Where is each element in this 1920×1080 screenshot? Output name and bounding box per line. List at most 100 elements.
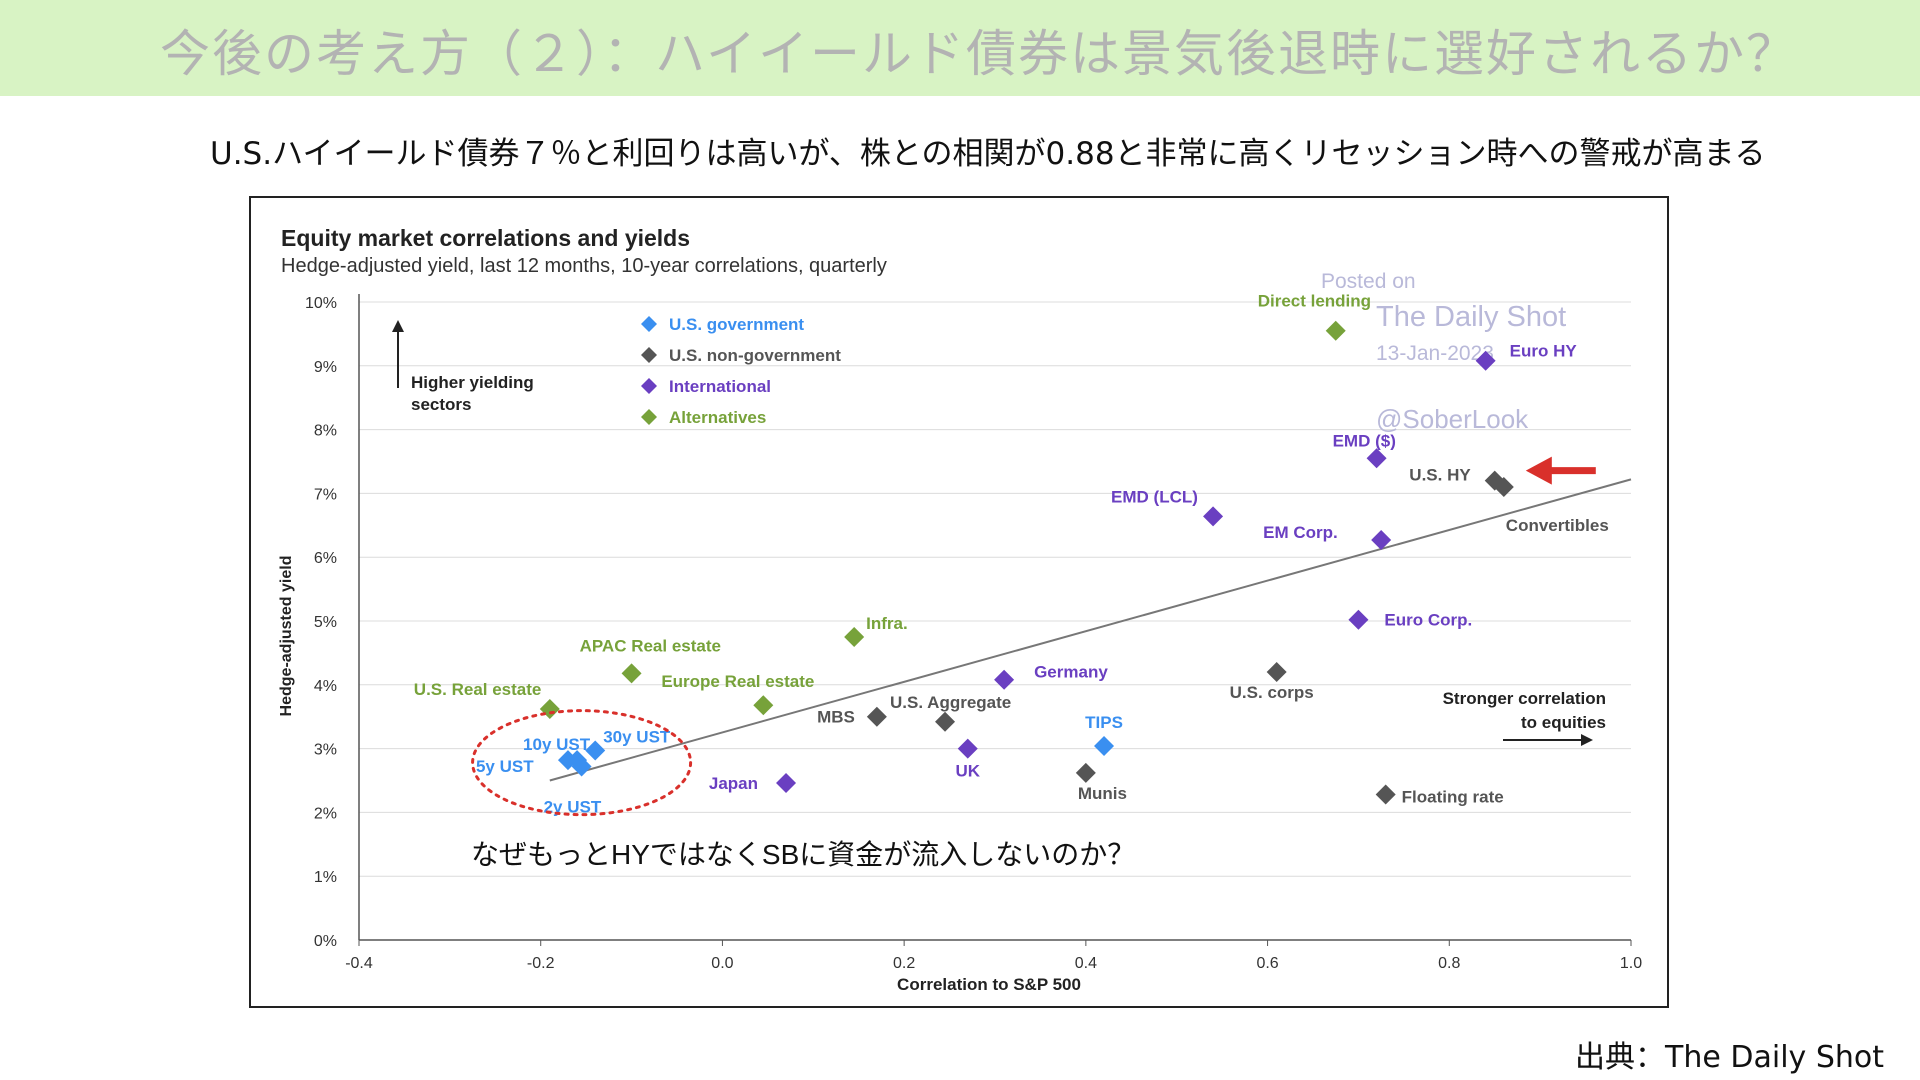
y-tick-label: 5% — [314, 614, 337, 631]
watermark-text: 13-Jan-2023 — [1376, 342, 1494, 365]
source-credit: 出典：The Daily Shot — [1575, 1040, 1884, 1075]
watermark: Posted on The Daily Shot 13-Jan-2023 @Sober… — [1321, 270, 1566, 434]
data-label: MBS — [817, 708, 855, 727]
page-subtitle: U.S.ハイイールド債券７％と利回りは高いが、株との相関が0.88と非常に高くリ… — [210, 136, 1766, 172]
data-point — [571, 756, 592, 777]
y-tick-label: 10% — [305, 295, 337, 312]
annotation-question: なぜもっとHYではなくSBに資金が流入しないのか？ — [471, 839, 1135, 870]
scatter-chart: Equity market correlations and yields He… — [278, 225, 1642, 994]
x-tick-label: 0.2 — [893, 955, 915, 972]
data-points: 5y UST 2y UST 10y UST 30y UST TIPS MBS U.S. Ag… — [414, 292, 1609, 817]
legend-label: International — [669, 377, 771, 396]
trend-line — [549, 478, 1632, 782]
legend-marker — [641, 347, 657, 363]
x-tick-label: 0.4 — [1075, 955, 1097, 972]
data-point — [1266, 662, 1287, 683]
y-tick-label: 4% — [314, 678, 337, 695]
data-label: Infra. — [866, 614, 908, 633]
legend-label: Alternatives — [669, 408, 766, 427]
page-title: 今後の考え方（２）：ハイイールド債券は景気後退時に選好されるか？ — [160, 25, 1798, 83]
data-point — [1203, 506, 1224, 527]
x-tick-label: -0.4 — [345, 955, 373, 972]
data-point — [844, 626, 865, 647]
data-point — [1094, 736, 1115, 757]
data-point — [935, 711, 956, 732]
data-point — [1348, 609, 1369, 630]
data-label: Floating rate — [1402, 788, 1504, 807]
x-tick-label: 1.0 — [1620, 955, 1642, 972]
x-tick-label: 0.6 — [1256, 955, 1278, 972]
data-label: UK — [955, 762, 980, 781]
legend-marker — [641, 316, 657, 332]
annotation-text: to equities — [1521, 713, 1606, 732]
data-label: Germany — [1034, 663, 1108, 682]
data-label: U.S. corps — [1230, 683, 1314, 702]
annotation-text: Stronger correlation — [1443, 689, 1606, 708]
chart-frame: Equity market correlations and yields He… — [249, 196, 1669, 1008]
watermark-text: Posted on — [1321, 270, 1416, 293]
data-point — [585, 740, 606, 761]
annotation-text: sectors — [411, 395, 471, 414]
chart-title: Equity market correlations and yields — [281, 225, 690, 251]
x-tick-label: -0.2 — [527, 955, 555, 972]
legend-label: U.S. government — [669, 315, 804, 334]
y-tick-label: 6% — [314, 550, 337, 567]
legend-marker — [641, 378, 657, 394]
watermark-text: The Daily Shot — [1376, 301, 1566, 333]
data-label: EMD ($) — [1333, 431, 1396, 450]
gridlines — [359, 301, 1631, 877]
data-point — [1371, 529, 1392, 550]
y-tick-label: 1% — [314, 869, 337, 886]
data-point — [1475, 350, 1496, 371]
data-label: 2y UST — [544, 797, 602, 816]
data-label: APAC Real estate — [580, 636, 721, 655]
data-label: EM Corp. — [1263, 523, 1338, 542]
data-label: Europe Real estate — [661, 672, 814, 691]
data-point — [539, 699, 560, 720]
data-point — [994, 669, 1015, 690]
x-axis-label: Correlation to S&P 500 — [897, 975, 1081, 994]
annotations: Higher yielding sectors Stronger correlati… — [392, 320, 1606, 870]
data-label: Euro HY — [1510, 342, 1578, 361]
right-arrow-head — [1581, 734, 1593, 746]
highlight-arrow-head — [1525, 456, 1552, 485]
trendline — [549, 478, 1632, 782]
data-label: TIPS — [1085, 713, 1123, 732]
data-point — [776, 773, 797, 794]
watermark-text: @SoberLook — [1376, 404, 1529, 434]
y-tick-label: 7% — [314, 486, 337, 503]
x-tick-label: 0.0 — [711, 955, 733, 972]
data-point — [866, 706, 887, 727]
axes: 0% 1% 2% 3% 4% 5% 6% 7% 8% 9% 10% -0.4 -0.2 0.0 0.2 0.4… — [305, 294, 1642, 972]
highlight-circle — [471, 709, 693, 817]
data-label: EMD (LCL) — [1111, 487, 1198, 506]
chart-subtitle: Hedge-adjusted yield, last 12 months, 10… — [281, 255, 887, 277]
data-label: U.S. Aggregate — [890, 693, 1011, 712]
y-tick-label: 0% — [314, 933, 337, 950]
data-point — [621, 663, 642, 684]
data-label: 10y UST — [523, 735, 591, 754]
data-point — [1375, 784, 1396, 805]
data-label: Munis — [1078, 784, 1127, 803]
data-label: Convertibles — [1506, 516, 1609, 535]
annotation-text: Higher yielding — [411, 373, 534, 392]
y-tick-label: 3% — [314, 742, 337, 759]
data-point — [1493, 477, 1514, 498]
x-tick-label: 0.8 — [1438, 955, 1460, 972]
y-tick-label: 2% — [314, 805, 337, 822]
title-banner: 今後の考え方（２）：ハイイールド債券は景気後退時に選好されるか？ — [0, 0, 1920, 96]
data-point — [1366, 448, 1387, 469]
up-arrow-head — [392, 320, 404, 332]
data-label: Direct lending — [1258, 292, 1371, 311]
data-label: U.S. HY — [1409, 466, 1471, 485]
legend: U.S. government U.S. non-government Intern… — [641, 315, 841, 427]
data-label: U.S. Real estate — [414, 680, 542, 699]
highlights — [471, 456, 1596, 817]
y-axis-label: Hedge-adjusted yield — [278, 556, 295, 717]
data-label: 30y UST — [603, 728, 671, 747]
data-point — [753, 695, 774, 716]
legend-label: U.S. non-government — [669, 346, 841, 365]
data-label: 5y UST — [476, 757, 534, 776]
data-point — [1325, 320, 1346, 341]
data-point — [1075, 762, 1096, 783]
